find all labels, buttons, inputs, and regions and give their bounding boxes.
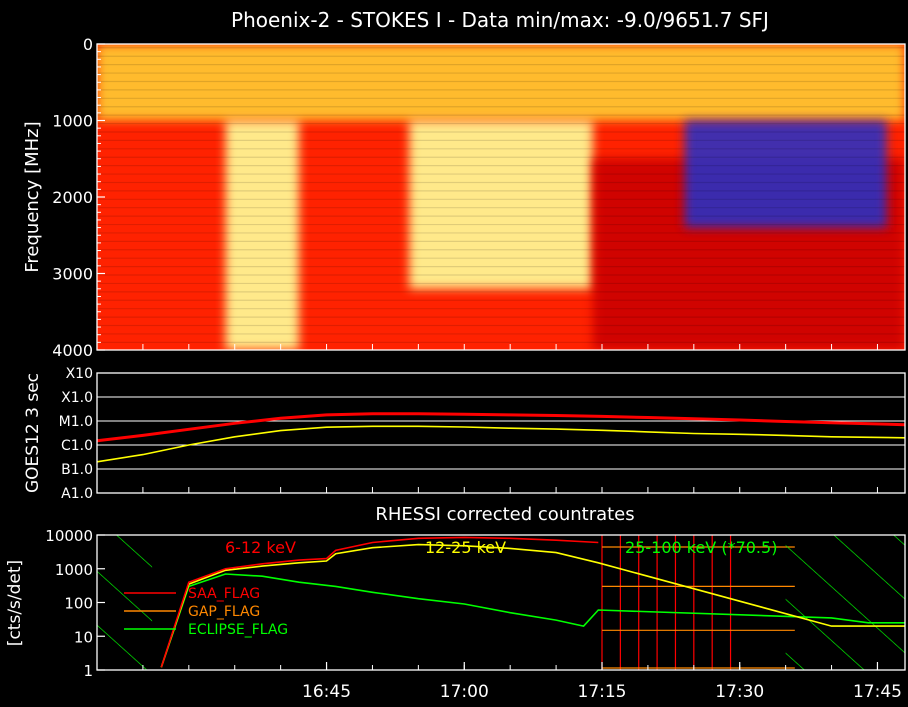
goes-y-label: GOES12 3 sec (23, 373, 43, 493)
rhessi-series-label: 6-12 keV (225, 538, 296, 557)
rhessi-x-tick-label: 17:15 (578, 682, 627, 702)
spectrogram-feature-1 (225, 120, 299, 350)
rhessi-title: RHESSI corrected countrates (375, 504, 634, 525)
rhessi-x-tick-label: 17:45 (853, 682, 902, 702)
rhessi-y-tick-label: 1 (83, 662, 93, 680)
rhessi-flags (97, 535, 905, 670)
spectrogram-y-tick-label: 0 (83, 35, 93, 54)
goes-y-tick-label: B1.0 (61, 462, 93, 478)
spectrogram-feature-4 (684, 120, 887, 228)
goes-y-axis: A1.0 B1.0 C1.0 M1.0 X1.0 X10 (59, 366, 878, 502)
rhessi-series-line-0 (160, 536, 599, 668)
rhessi-legend-label: GAP_FLAG (188, 604, 260, 620)
spectrogram-y-label: Frequency [MHz] (22, 121, 43, 272)
rhessi-series-line-1 (160, 543, 905, 668)
spectrogram-y-tick-label: 4000 (52, 341, 93, 360)
goes-panel: GOES12 3 sec A1.0 B1.0 C1.0 M1.0 X1.0 X10 (23, 366, 906, 502)
rhessi-series (160, 536, 905, 668)
goes-y-tick-label: M1.0 (59, 414, 93, 430)
spectrogram-y-tick-label: 2000 (52, 188, 93, 207)
goes-y-tick-label: X10 (66, 366, 93, 382)
rhessi-x-axis: 16:45 17:00 17:15 17:30 17:45 (142, 662, 902, 702)
rhessi-series-label: 25-100 keV (*70.5) (625, 538, 777, 557)
spectrogram-y-tick-label: 1000 (52, 112, 93, 131)
rhessi-legend-label: SAA_FLAG (188, 586, 260, 602)
spectrogram-y-tick-label: 3000 (52, 265, 93, 284)
figure-title: Phoenix-2 - STOKES I - Data min/max: -9.… (231, 8, 769, 32)
rhessi-x-tick-label: 17:00 (440, 682, 489, 702)
rhessi-panel: RHESSI corrected countrates 6-12 keV 12-2… (5, 504, 906, 702)
rhessi-legend: SAA_FLAG GAP_FLAG ECLIPSE_FLAG (124, 586, 288, 638)
eclipse-flag-hatch (97, 535, 153, 670)
goes-y-tick-label: A1.0 (61, 486, 93, 502)
spectrogram-feature-2 (409, 120, 593, 289)
goes-series-line-1 (96, 425, 906, 463)
rhessi-y-axis: 1 10 100 1000 10000 (45, 527, 105, 680)
rhessi-series-label: 12-25 keV (425, 538, 506, 557)
rhessi-legend-label: ECLIPSE_FLAG (188, 622, 288, 638)
rhessi-series-line-2 (160, 573, 905, 668)
goes-gridlines (97, 372, 905, 494)
rhessi-y-tick-label: 100 (64, 595, 93, 613)
spectrogram-image (97, 44, 905, 350)
spectrogram-y-axis: 0 1000 2000 3000 4000 (52, 35, 878, 360)
spectrogram-panel: Frequency [MHz] 0 1000 2000 3000 4000 (22, 35, 906, 360)
goes-frame (96, 372, 906, 494)
goes-series-line-0 (96, 412, 906, 443)
goes-y-tick-label: C1.0 (61, 438, 93, 454)
goes-y-tick-label: X1.0 (61, 390, 93, 406)
rhessi-series-labels: 6-12 keV 12-25 keV 25-100 keV (*70.5) (225, 538, 777, 557)
rhessi-y-label: [cts/s/det] (5, 560, 25, 646)
rhessi-x-tick-label: 16:45 (302, 682, 351, 702)
rhessi-x-tick-label: 17:30 (715, 682, 764, 702)
rhessi-y-tick-label: 10 (74, 628, 93, 646)
rhessi-y-tick-label: 1000 (55, 561, 93, 579)
eclipse-flag-hatch (785, 535, 905, 670)
rhessi-y-tick-label: 10000 (45, 527, 93, 545)
goes-series (96, 412, 906, 463)
spectrogram-feature-0 (97, 44, 905, 121)
